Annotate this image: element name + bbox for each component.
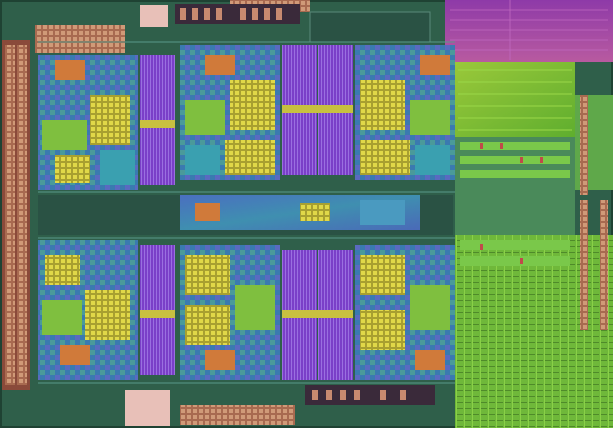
right-pad-column-2 — [600, 200, 608, 330]
l3-red-markers — [480, 143, 543, 264]
l3-cache-upper — [455, 62, 575, 137]
bottom-io-strip — [180, 405, 295, 425]
l2-cache-top-center-band — [282, 105, 353, 113]
top-controller-block — [309, 11, 431, 43]
left-pad-column-a — [5, 45, 15, 385]
top-io-strip-cells — [180, 8, 282, 20]
northbridge-block-c — [360, 200, 405, 225]
bus-lines — [38, 41, 455, 384]
core-top-center — [180, 45, 280, 180]
bottom-io-cells — [312, 390, 406, 400]
core-top-left — [38, 55, 138, 190]
right-pad-column-top — [580, 95, 588, 195]
l2-cache-bottom-center-band — [282, 310, 353, 318]
northbridge-block-b — [300, 203, 330, 221]
core-top-right — [355, 45, 455, 180]
l3-cache-stripes — [458, 69, 572, 131]
left-pad-column-b — [17, 45, 27, 385]
top-pad-row-left — [35, 25, 125, 53]
l3-cache-center-band — [455, 137, 575, 235]
northbridge-block-a — [195, 203, 220, 221]
core-bottom-right — [355, 245, 455, 380]
top-block-small — [140, 5, 168, 27]
magenta-array-lines — [450, 0, 608, 60]
bottom-pad-block — [125, 390, 170, 426]
l3-cache-center-rows — [460, 142, 570, 266]
magenta-array-top — [445, 0, 613, 62]
core-bottom-center — [180, 245, 280, 380]
core-bottom-left — [38, 240, 138, 380]
right-pad-column-1 — [580, 200, 588, 330]
l2-cache-bottom-left-band — [140, 310, 175, 318]
l2-cache-top-left-band — [140, 120, 175, 128]
bottom-io-strip-2 — [305, 385, 435, 405]
